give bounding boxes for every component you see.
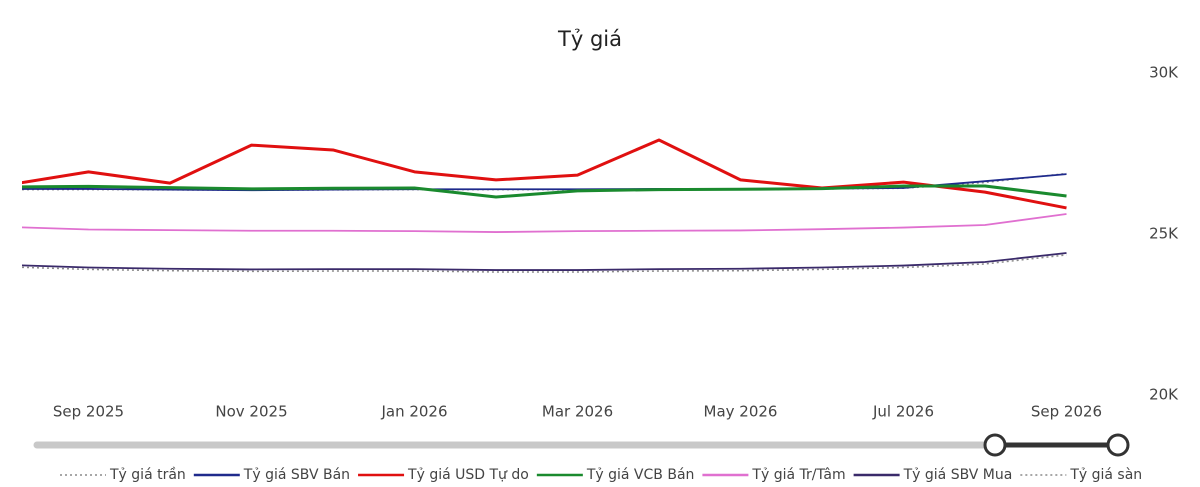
legend-label: Tỷ giá SBV Bán — [243, 467, 350, 483]
series-line — [22, 252, 1067, 271]
x-tick-label: May 2026 — [704, 403, 778, 421]
plot-area — [22, 138, 1067, 273]
y-tick-label: 30K — [1149, 64, 1179, 82]
legend-label: Tỷ giá VCB Bán — [586, 467, 695, 483]
x-tick-label: Nov 2025 — [215, 403, 287, 421]
y-tick-label: 25K — [1149, 225, 1179, 243]
range-slider-handle[interactable] — [1106, 433, 1130, 457]
series-line — [22, 213, 1067, 233]
legend-label: Tỷ giá sàn — [1069, 467, 1142, 483]
series-line — [22, 173, 1067, 192]
legend-label: Tỷ giá SBV Mua — [903, 467, 1013, 483]
x-tick-label: Jan 2026 — [380, 403, 447, 421]
series-line — [22, 138, 1067, 210]
x-tick-label: Sep 2025 — [53, 403, 124, 421]
x-tick-label: Sep 2026 — [1031, 403, 1102, 421]
series-line — [22, 254, 1067, 273]
x-tick-label: Jul 2026 — [872, 403, 934, 421]
range-slider-handle[interactable] — [983, 433, 1007, 457]
y-tick-label: 20K — [1149, 386, 1179, 404]
series-line — [22, 184, 1067, 199]
legend-label: Tỷ giá USD Tự do — [407, 467, 529, 483]
x-tick-label: Mar 2026 — [542, 403, 613, 421]
chart-title: Tỷ giá — [557, 27, 622, 51]
legend-label: Tỷ giá Tr/Tâm — [751, 467, 845, 483]
legend-label: Tỷ giá trần — [109, 467, 186, 483]
